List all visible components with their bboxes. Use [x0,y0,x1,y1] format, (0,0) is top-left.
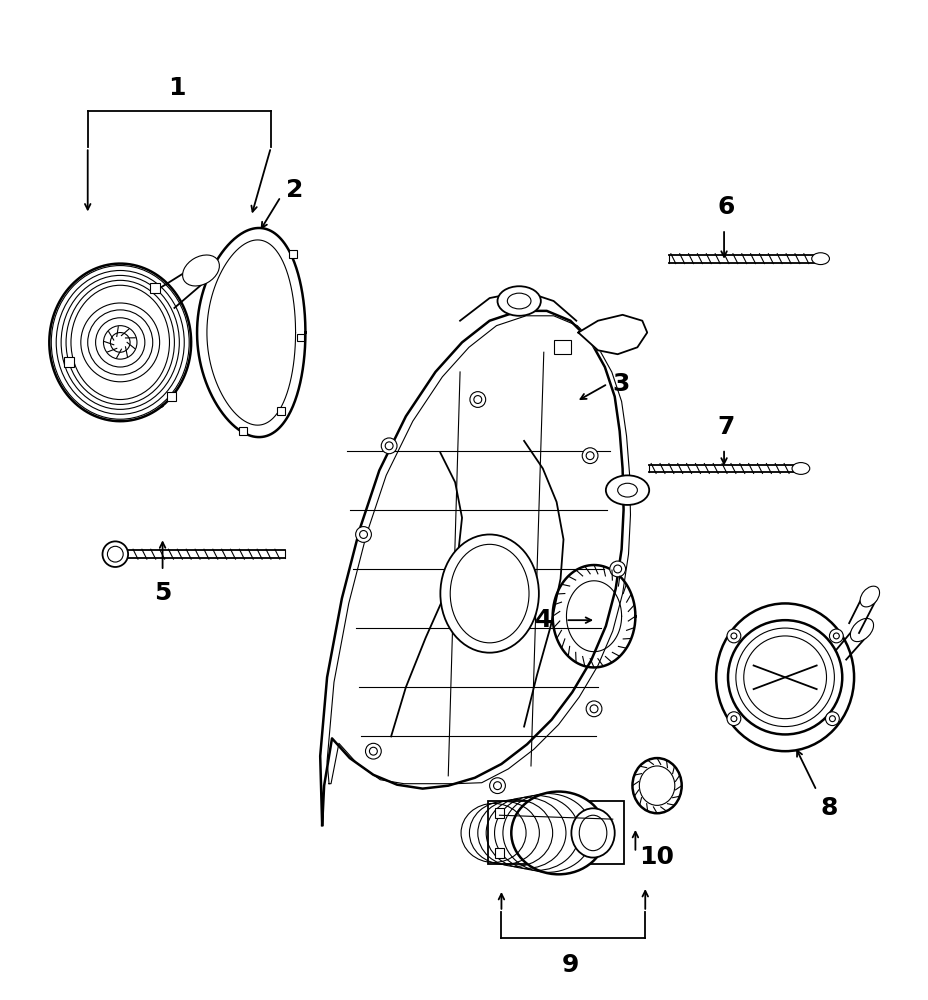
Circle shape [586,701,601,717]
Ellipse shape [859,586,879,607]
Circle shape [727,629,740,643]
Bar [487,801,623,864]
Ellipse shape [811,253,829,265]
Bar [289,250,296,258]
Ellipse shape [183,255,219,286]
Circle shape [81,303,160,382]
Circle shape [380,438,396,454]
Ellipse shape [51,266,189,419]
Text: 5: 5 [154,581,171,605]
Circle shape [102,541,128,567]
Circle shape [365,743,380,759]
Text: 4: 4 [535,608,552,632]
Ellipse shape [571,808,614,858]
Circle shape [470,392,485,407]
Ellipse shape [605,475,649,505]
Circle shape [727,712,740,726]
Text: 8: 8 [819,796,837,820]
Bar [553,340,571,354]
Ellipse shape [715,603,853,751]
Bar [277,407,284,415]
Bar [64,357,74,367]
Text: 7: 7 [716,415,734,439]
Circle shape [825,712,838,726]
Polygon shape [577,315,647,354]
Bar [239,427,247,435]
Text: 3: 3 [612,372,629,396]
Ellipse shape [849,618,872,642]
Text: 10: 10 [638,845,674,869]
Bar [296,334,304,341]
Circle shape [829,629,843,643]
Bar [149,283,160,293]
Text: 2: 2 [286,178,303,202]
Circle shape [728,620,842,734]
Bar [494,808,504,818]
Circle shape [489,778,505,794]
Circle shape [609,561,625,577]
Bar [494,848,504,858]
Polygon shape [320,311,623,825]
Bar [166,392,176,401]
Ellipse shape [632,758,681,813]
Circle shape [355,527,371,542]
Ellipse shape [510,792,605,874]
Text: 1: 1 [168,76,186,100]
Ellipse shape [792,463,809,474]
Ellipse shape [497,286,540,316]
Text: 6: 6 [716,195,734,219]
Circle shape [582,448,598,464]
Text: 9: 9 [561,953,578,977]
Ellipse shape [440,534,538,653]
